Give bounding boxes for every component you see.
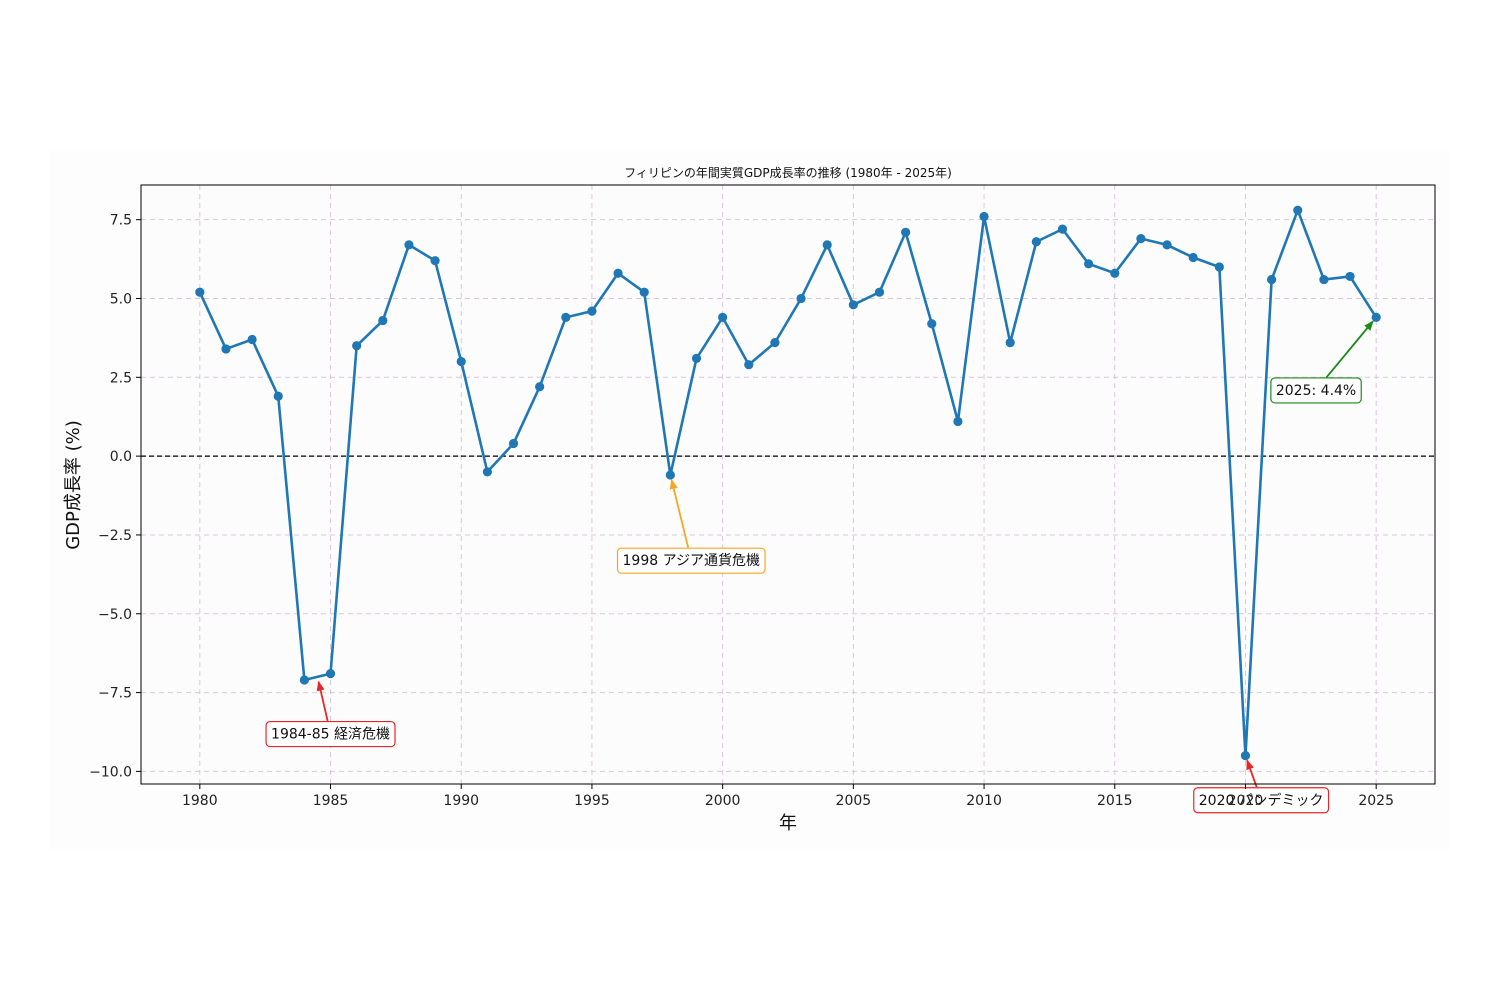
x-tick-label: 2015	[1097, 793, 1133, 809]
y-tick-label: 2.5	[110, 370, 132, 386]
data-point	[325, 669, 336, 679]
data-point	[1345, 271, 1355, 282]
annotation: 1998 アジア通貨危機	[616, 478, 766, 574]
data-point	[378, 315, 388, 326]
data-point	[535, 382, 545, 392]
plot-frame	[140, 184, 1436, 785]
data-point	[1371, 312, 1381, 323]
data-point	[718, 312, 728, 323]
data-point	[901, 227, 911, 237]
x-tick-label: 1985	[313, 793, 349, 809]
data-point	[587, 306, 597, 316]
x-tick-label: 2020	[1228, 793, 1264, 809]
annotation: 1984-85 経済危機	[265, 680, 396, 748]
data-point	[482, 467, 492, 477]
annotation-box	[616, 547, 766, 574]
grid-lines	[141, 185, 1435, 784]
annotation: 2025: 4.4%	[1270, 320, 1374, 404]
data-point	[508, 438, 519, 449]
y-axis-ticks: −10.0 −7.5 −5.0 −2.5 0.0 2.5 5.0 7.5	[89, 213, 141, 780]
data-point	[221, 344, 231, 354]
data-point	[1136, 233, 1146, 244]
data-point	[822, 240, 832, 250]
data-point	[639, 287, 649, 297]
data-point	[613, 268, 623, 278]
chart-title: フィリピンの年間実質GDP成長率の推移 (1980年 - 2025年)	[624, 165, 952, 180]
data-point	[299, 675, 309, 685]
data-point	[561, 312, 571, 323]
data-point	[979, 211, 989, 222]
x-tick-label: 2025	[1358, 793, 1394, 809]
series-line	[198, 208, 1378, 757]
y-tick-label: −7.5	[98, 686, 132, 702]
annotation-arrow	[1246, 759, 1258, 788]
data-point	[874, 287, 885, 297]
y-tick-label: −5.0	[98, 607, 132, 623]
data-point	[1214, 262, 1224, 272]
annotation-arrow	[1325, 320, 1374, 378]
x-tick-label: 1990	[443, 793, 479, 809]
data-point	[744, 360, 754, 370]
annotation-box	[1193, 787, 1330, 814]
x-tick-label: 2005	[836, 793, 872, 809]
series-gdp-growth	[195, 205, 1381, 761]
x-tick-label: 2000	[705, 793, 741, 809]
data-point	[1319, 274, 1329, 285]
data-point	[273, 391, 283, 401]
data-point	[247, 334, 257, 345]
data-point	[1057, 224, 1068, 234]
data-point	[1267, 274, 1277, 285]
data-point	[1110, 268, 1120, 278]
data-point	[1084, 259, 1094, 269]
annotation-arrow	[669, 478, 690, 548]
y-tick-label: 5.0	[110, 291, 132, 307]
annotation-text: 1984-85 経済危機	[271, 727, 390, 743]
x-tick-label: 2010	[966, 793, 1002, 809]
data-point	[1031, 237, 1041, 247]
annotation-text: 1998 アジア通貨危機	[623, 552, 761, 569]
data-point	[848, 300, 858, 310]
annotation-text: 2020 パンデミック	[1199, 792, 1324, 809]
data-point	[770, 338, 780, 348]
x-axis-ticks: 1980 1985 1990 1995 2000 2005 2010 2015 2020 2025	[182, 784, 1394, 809]
data-point	[430, 256, 440, 266]
data-point	[1162, 240, 1172, 250]
x-tick-label: 1980	[182, 793, 218, 809]
data-point	[796, 293, 806, 304]
data-point	[195, 287, 205, 297]
y-tick-label: −2.5	[98, 528, 132, 544]
data-point	[404, 240, 414, 250]
annotation-arrow	[316, 680, 329, 722]
annotation-text: 2025: 4.4%	[1276, 383, 1356, 399]
data-point	[456, 356, 466, 367]
y-tick-label: 7.5	[110, 213, 132, 229]
data-point	[1188, 252, 1198, 263]
y-axis-label: GDP成長率 (%)	[63, 420, 84, 550]
data-point	[1293, 205, 1303, 215]
data-point	[352, 341, 362, 351]
annotation-box	[1270, 377, 1362, 404]
annotation-box	[265, 720, 396, 748]
y-tick-label: 0.0	[110, 449, 132, 465]
annotations: 1984-85 経済危機 1998 アジア通貨危機 2020 パンデミック 2025:…	[265, 320, 1374, 814]
data-point	[1240, 751, 1251, 761]
data-point	[927, 319, 937, 329]
data-point	[665, 470, 675, 480]
x-axis-label: 年	[779, 813, 797, 834]
x-tick-label: 1995	[574, 793, 610, 809]
y-tick-label: −10.0	[89, 764, 132, 780]
data-point	[1005, 338, 1015, 348]
data-point	[953, 416, 963, 427]
annotation: 2020 パンデミック	[1193, 759, 1330, 814]
data-point	[691, 353, 702, 363]
